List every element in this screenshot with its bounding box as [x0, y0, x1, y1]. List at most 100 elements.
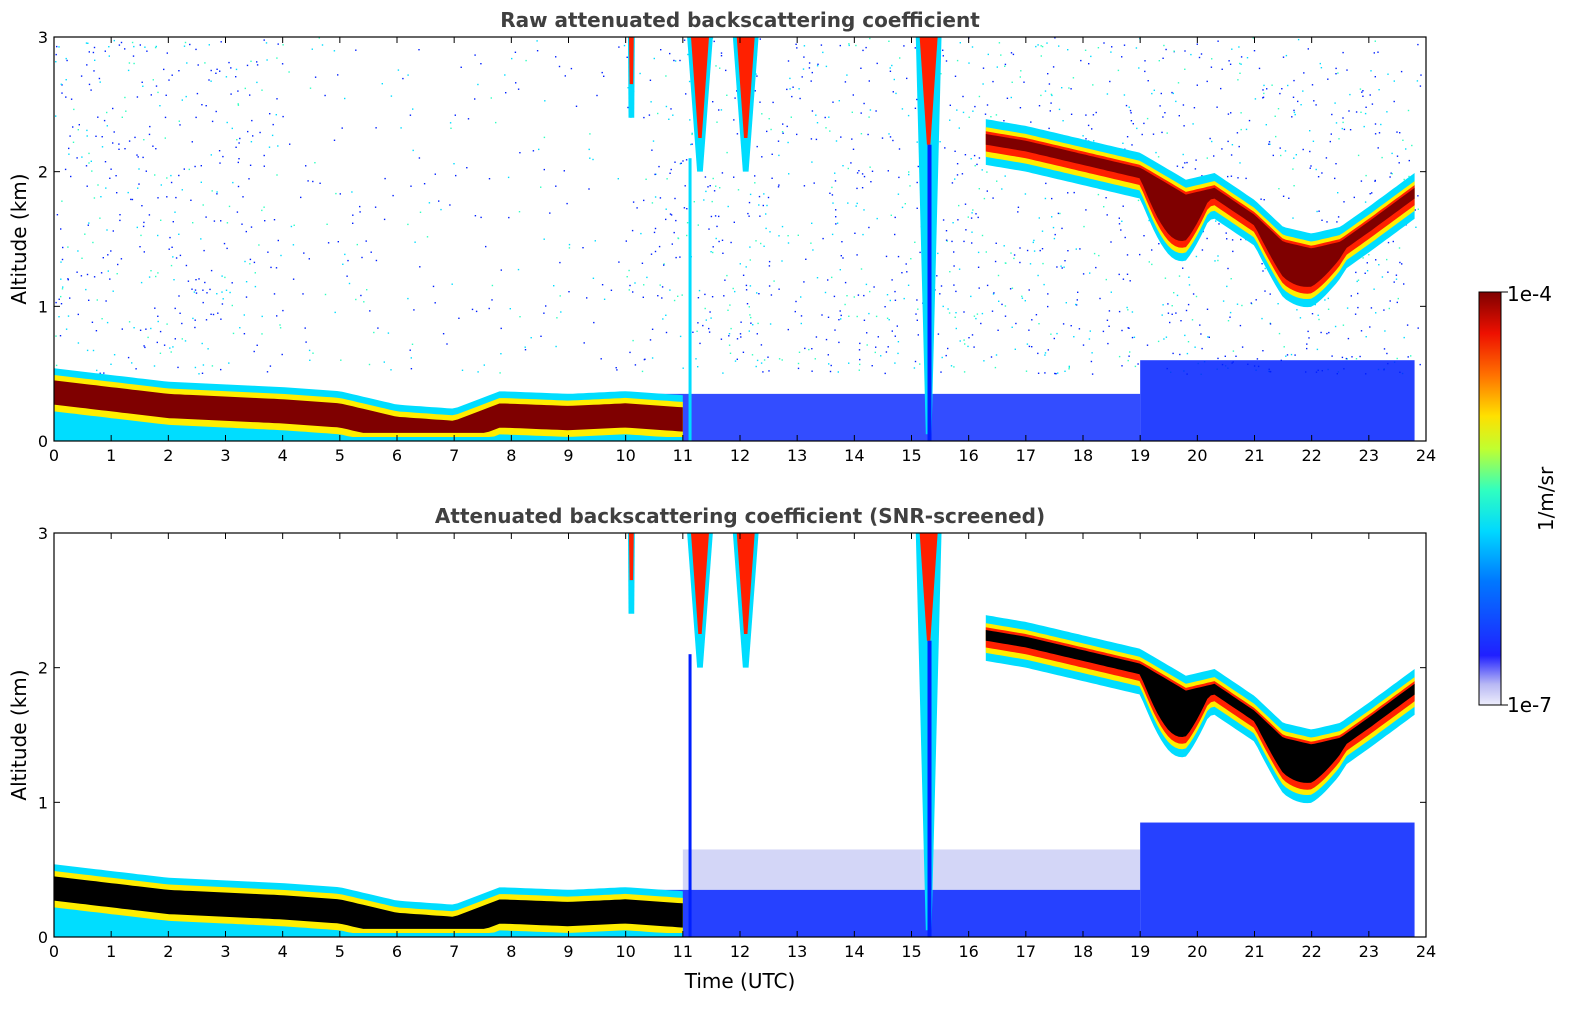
noise-pixel [797, 367, 800, 370]
boundary-layer-core [54, 876, 683, 929]
noise-pixel [794, 310, 796, 313]
noise-pixel [1337, 72, 1339, 74]
noise-pixel [857, 294, 860, 296]
noise-pixel [778, 288, 780, 290]
noise-pixel [1021, 297, 1024, 299]
noise-pixel [461, 369, 464, 371]
noise-pixel [682, 367, 684, 369]
noise-pixel [216, 191, 218, 193]
noise-pixel [679, 163, 682, 165]
noise-pixel [860, 112, 862, 114]
noise-pixel [919, 251, 921, 254]
noise-pixel [1070, 88, 1072, 90]
noise-pixel [446, 343, 448, 345]
noise-pixel [1268, 141, 1271, 143]
noise-pixel [1231, 48, 1233, 50]
noise-pixel [1188, 276, 1190, 278]
noise-pixel [148, 214, 151, 216]
precip-streak [687, 533, 713, 668]
noise-pixel [139, 246, 141, 248]
noise-pixel [134, 136, 136, 139]
noise-pixel [220, 368, 222, 371]
noise-pixel [781, 131, 784, 133]
noise-pixel [949, 119, 951, 121]
noise-pixel [1110, 51, 1112, 53]
noise-pixel [1053, 237, 1056, 240]
noise-pixel [507, 176, 510, 179]
noise-pixel [55, 61, 57, 63]
noise-pixel [211, 365, 214, 367]
noise-pixel [1309, 150, 1311, 153]
noise-pixel [242, 196, 244, 198]
noise-pixel [1162, 116, 1164, 118]
noise-pixel [1085, 209, 1087, 211]
noise-pixel [1024, 300, 1026, 302]
noise-pixel [1366, 270, 1369, 272]
noise-pixel [101, 318, 103, 320]
noise-pixel [88, 222, 90, 224]
noise-pixel [748, 306, 750, 308]
noise-pixel [975, 213, 977, 215]
noise-pixel [861, 173, 864, 175]
noise-pixel [954, 316, 956, 318]
noise-pixel [100, 272, 103, 274]
noise-pixel [1013, 257, 1015, 260]
noise-pixel [704, 307, 706, 310]
noise-pixel [787, 235, 789, 237]
noise-pixel [1001, 303, 1003, 306]
noise-pixel [69, 297, 71, 299]
noise-pixel [62, 246, 64, 249]
noise-pixel [1184, 162, 1186, 164]
noise-pixel [72, 126, 74, 128]
noise-pixel [1396, 131, 1398, 133]
noise-pixel [1054, 37, 1056, 39]
noise-pixel [860, 67, 862, 69]
noise-pixel [962, 95, 964, 98]
x-tick-label: 18 [1073, 942, 1093, 961]
noise-pixel [1222, 300, 1225, 302]
noise-pixel [1363, 125, 1365, 128]
noise-pixel [1028, 345, 1031, 348]
noise-pixel [739, 333, 742, 335]
noise-pixel [327, 242, 330, 244]
noise-pixel [830, 364, 832, 367]
noise-pixel [538, 148, 540, 151]
noise-pixel [559, 261, 561, 264]
noise-pixel [221, 303, 224, 305]
noise-pixel [698, 289, 701, 292]
noise-pixel [939, 293, 941, 295]
noise-pixel [1033, 250, 1036, 252]
noise-pixel [91, 170, 93, 172]
noise-pixel [1388, 307, 1390, 310]
noise-pixel [1067, 49, 1069, 51]
noise-pixel [856, 254, 858, 256]
noise-pixel [253, 261, 256, 264]
noise-pixel [858, 170, 860, 172]
noise-pixel [1044, 372, 1046, 374]
noise-pixel [916, 299, 918, 301]
noise-pixel [1078, 328, 1081, 330]
noise-pixel [898, 148, 901, 150]
noise-pixel [839, 44, 841, 47]
noise-pixel [1378, 264, 1380, 266]
noise-pixel [55, 115, 57, 117]
noise-pixel [976, 163, 978, 166]
noise-pixel [127, 69, 130, 72]
noise-pixel [270, 266, 272, 269]
noise-pixel [858, 369, 860, 371]
noise-pixel [156, 341, 158, 344]
noise-pixel [645, 178, 647, 180]
noise-pixel [184, 41, 187, 44]
noise-pixel [1278, 188, 1280, 190]
noise-pixel [204, 62, 206, 64]
noise-pixel [825, 127, 827, 129]
noise-pixel [679, 335, 682, 338]
noise-pixel [78, 124, 80, 126]
noise-pixel [877, 336, 879, 338]
noise-pixel [805, 258, 807, 260]
noise-pixel [356, 243, 358, 246]
noise-pixel [1371, 103, 1374, 105]
noise-pixel [1278, 332, 1281, 335]
precip-streak [732, 533, 759, 668]
